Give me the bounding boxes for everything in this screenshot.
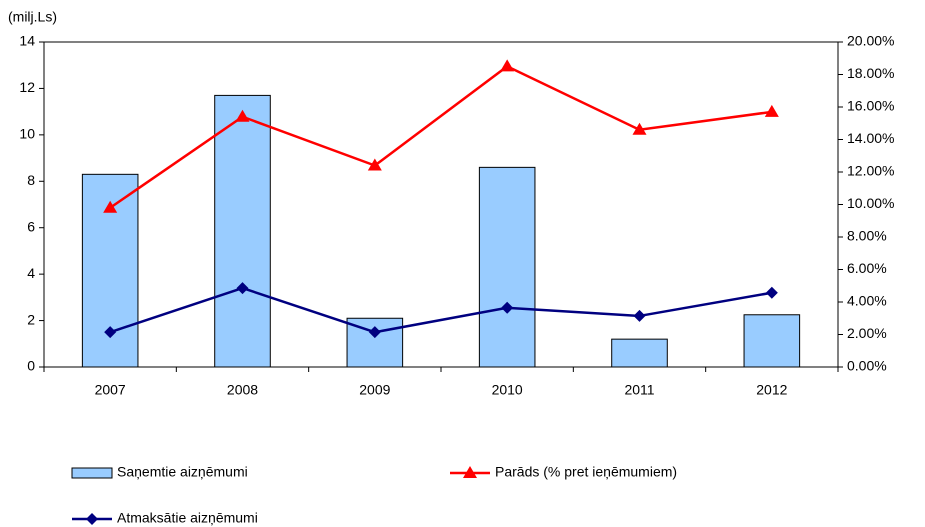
x-tick-label: 2007 [95, 382, 126, 398]
y-tick-label: 8 [27, 172, 35, 188]
x-tick-label: 2012 [756, 382, 787, 398]
y2-tick-label: 20.00% [847, 33, 894, 49]
line [109, 286, 773, 334]
y-axis-label: (milj.Ls) [8, 9, 57, 25]
y-tick-label: 2 [27, 311, 35, 327]
y2-tick-label: 18.00% [847, 65, 894, 81]
y2-tick-label: 12.00% [847, 163, 894, 179]
y2-tick-label: 0.00% [847, 358, 887, 374]
point [367, 158, 382, 171]
bar [214, 94, 271, 368]
y-tick-label: 10 [19, 126, 35, 142]
bar [478, 166, 536, 368]
point [104, 326, 117, 339]
point [501, 301, 514, 314]
legend-label: Parāds (% pret ieņēmumiem) [495, 464, 677, 480]
y2-tick-label: 2.00% [847, 325, 887, 341]
point [235, 109, 250, 122]
x-tick-label: 2008 [227, 382, 258, 398]
point [764, 104, 779, 117]
point [103, 200, 118, 213]
x-tick-label: 2009 [359, 382, 390, 398]
point [632, 122, 647, 135]
legend-swatch [71, 467, 113, 479]
y-tick-label: 14 [19, 33, 35, 49]
legend-marker [86, 513, 98, 525]
point [633, 309, 646, 322]
point [236, 282, 249, 295]
y2-tick-label: 14.00% [847, 130, 894, 146]
y-tick-label: 0 [27, 358, 35, 374]
legend-label: Atmaksātie aizņēmumi [117, 510, 258, 526]
x-tick-label: 2011 [624, 382, 654, 398]
y2-tick-label: 6.00% [847, 260, 887, 276]
legend-label: Saņemtie aizņēmumi [117, 464, 248, 480]
legend-marker [463, 466, 477, 478]
y-tick-label: 12 [19, 79, 35, 95]
bar [743, 314, 801, 368]
point [500, 59, 515, 72]
bar [611, 338, 668, 368]
y2-tick-label: 8.00% [847, 228, 887, 244]
point [765, 286, 778, 299]
y2-tick-label: 4.00% [847, 293, 887, 309]
y-tick-label: 4 [27, 265, 35, 281]
x-tick-label: 2010 [492, 382, 523, 398]
line [109, 64, 773, 209]
point [368, 326, 381, 339]
y2-tick-label: 16.00% [847, 98, 894, 114]
y-tick-label: 6 [27, 218, 35, 234]
y2-tick-label: 10.00% [847, 195, 894, 211]
